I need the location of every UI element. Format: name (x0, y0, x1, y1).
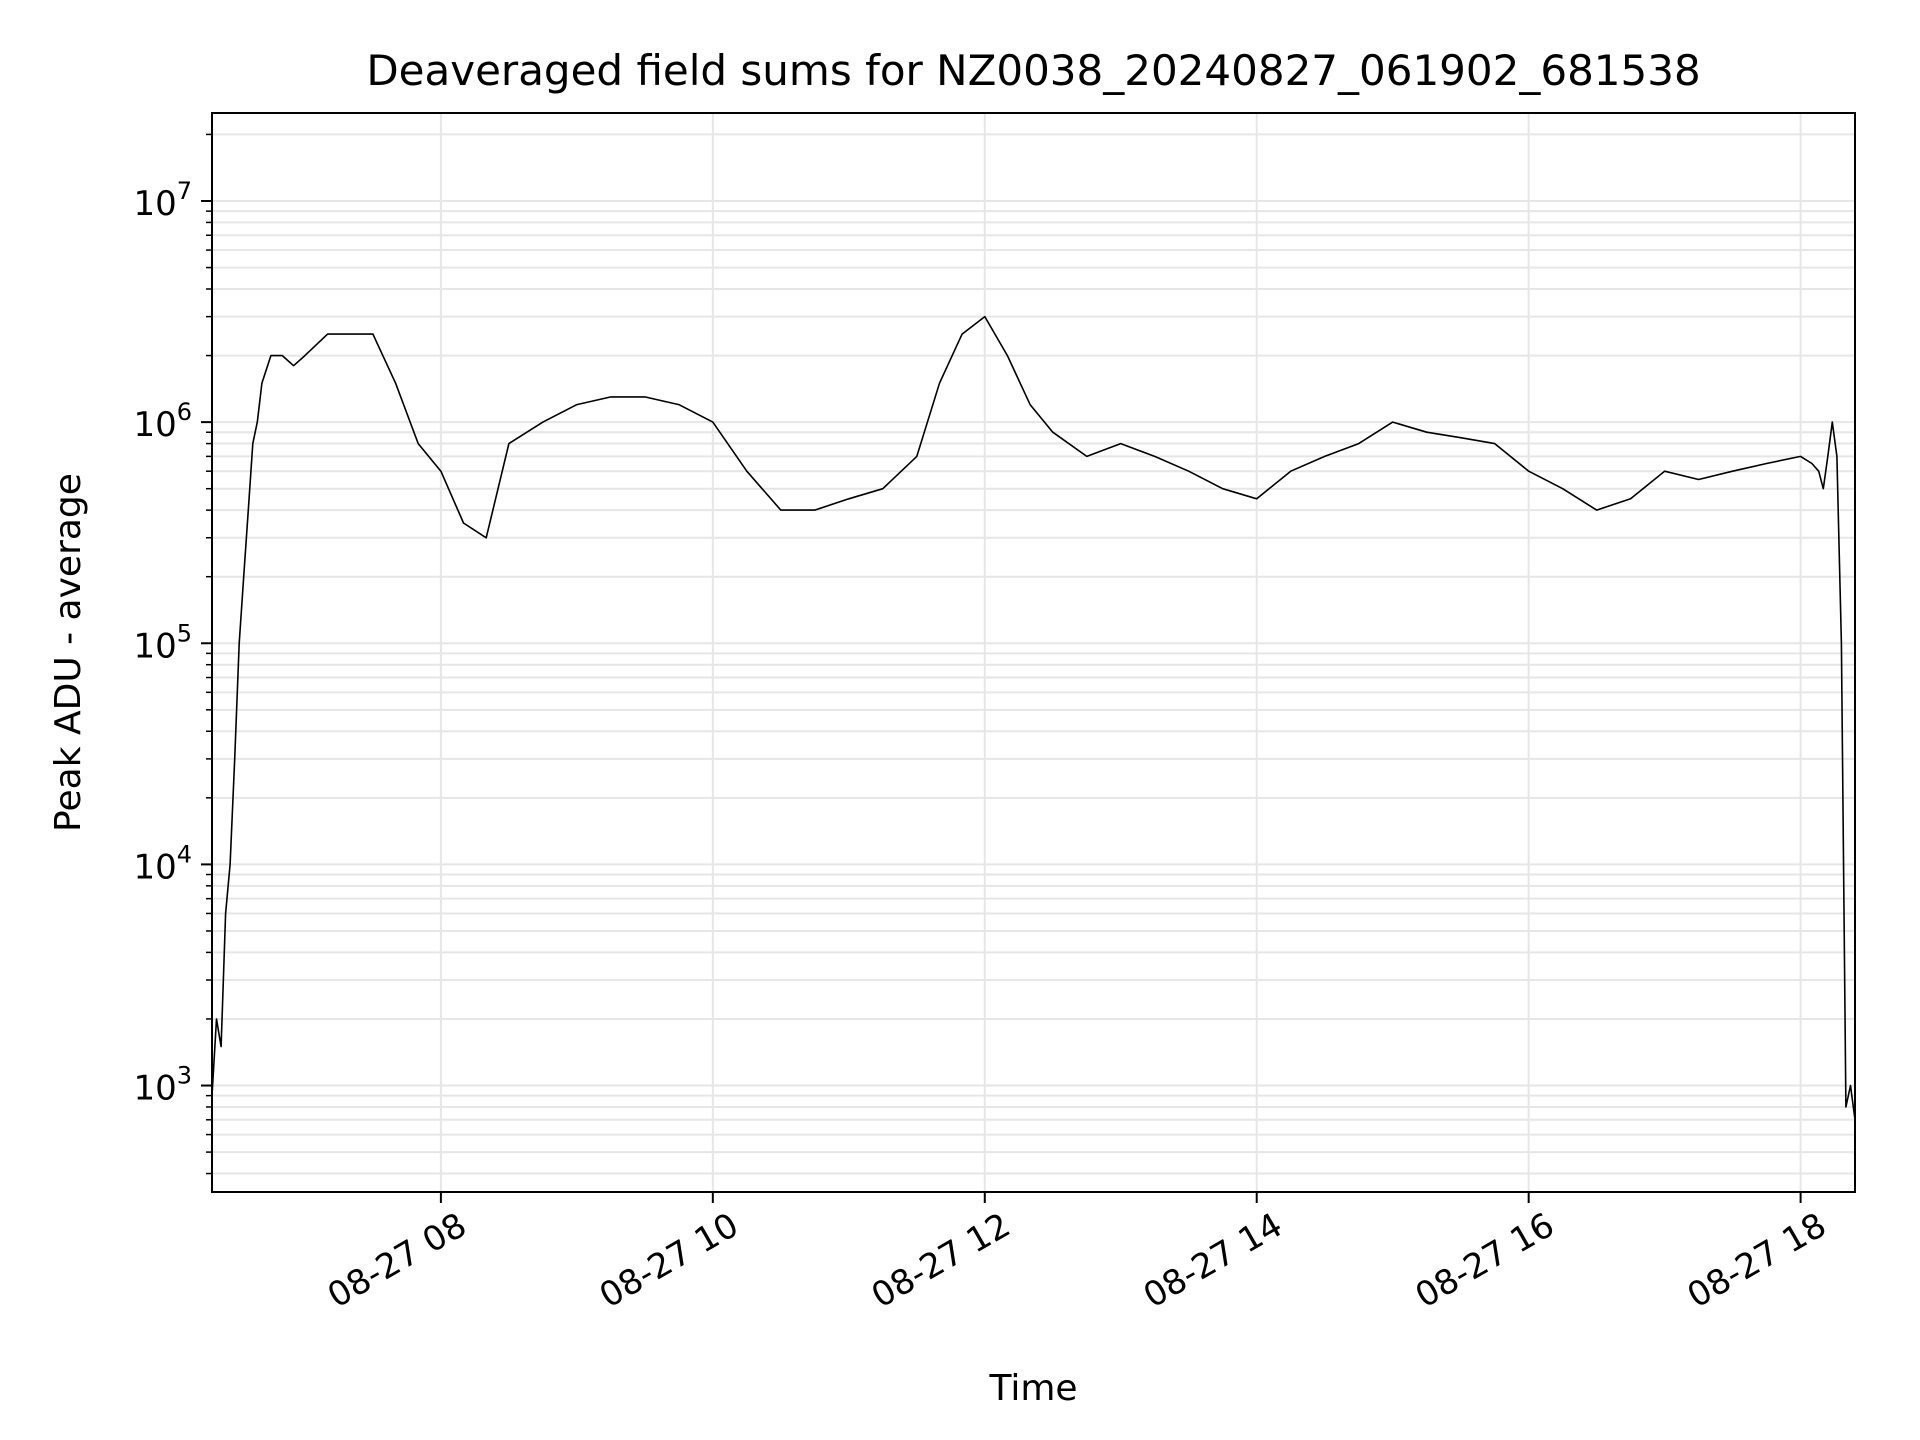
y-tick-label: 104 (133, 840, 192, 887)
y-tick-label: 103 (133, 1062, 192, 1109)
x-axis-label: Time (988, 1368, 1077, 1409)
series-layer (211, 315, 1856, 1120)
y-tick-label: 106 (133, 398, 192, 445)
y-tick-label: 105 (133, 619, 192, 666)
chart-title: Deaveraged field sums for NZ0038_2024082… (366, 46, 1700, 95)
y-tick-label: 107 (133, 177, 192, 224)
grid (212, 113, 1855, 1192)
y-axis-label: Peak ADU - average (48, 473, 89, 832)
data-series-line (211, 315, 1856, 1120)
plot-frame (211, 112, 1856, 1193)
